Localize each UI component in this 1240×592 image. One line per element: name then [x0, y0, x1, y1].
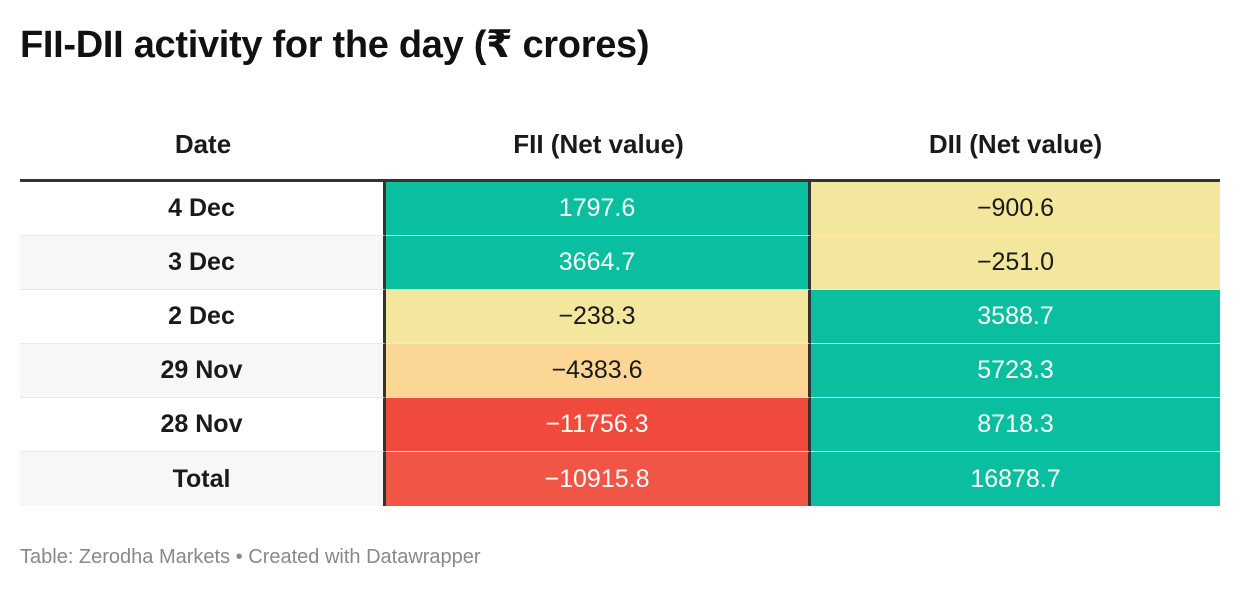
dii-value-cell: 5723.3: [811, 344, 1220, 398]
fii-value-cell: −10915.8: [386, 452, 811, 506]
dii-value-cell: 3588.7: [811, 290, 1220, 344]
table-row: 2 Dec −238.3 3588.7: [20, 290, 1220, 344]
table-row: 4 Dec 1797.6 −900.6: [20, 182, 1220, 236]
date-cell: 3 Dec: [20, 236, 386, 290]
date-cell: Total: [20, 452, 386, 506]
date-cell: 29 Nov: [20, 344, 386, 398]
footer-separator: •: [235, 546, 243, 568]
dii-value-cell: −900.6: [811, 182, 1220, 236]
fii-dii-table: Date FII (Net value) DII (Net value) 4 D…: [20, 110, 1220, 506]
column-header-date: Date: [174, 129, 232, 159]
date-cell: 28 Nov: [20, 398, 386, 452]
date-cell: 4 Dec: [20, 182, 386, 236]
table-row: 28 Nov −11756.3 8718.3: [20, 398, 1220, 452]
fii-value-cell: −11756.3: [386, 398, 811, 452]
fii-value-cell: 3664.7: [386, 236, 811, 290]
table-body: 4 Dec 1797.6 −900.6 3 Dec 3664.7 −251.0 2 Dec −…: [20, 182, 1220, 506]
column-header-fii: FII (Net value): [513, 129, 684, 159]
chart-title: FII-DII activity for the day (₹ crores): [20, 24, 650, 66]
dii-value-cell: 8718.3: [811, 398, 1220, 452]
fii-value-cell: 1797.6: [386, 182, 811, 236]
table-header-row: Date FII (Net value) DII (Net value): [20, 110, 1220, 182]
dii-value-cell: −251.0: [811, 236, 1220, 290]
column-header-dii: DII (Net value): [928, 129, 1103, 159]
fii-value-cell: −238.3: [386, 290, 811, 344]
footer-credit: Table: Zerodha Markets • Created with Da…: [20, 546, 481, 569]
table-row: 29 Nov −4383.6 5723.3: [20, 344, 1220, 398]
dii-value-cell: 16878.7: [811, 452, 1220, 506]
date-cell: 2 Dec: [20, 290, 386, 344]
table-row: 3 Dec 3664.7 −251.0: [20, 236, 1220, 290]
table-row: Total −10915.8 16878.7: [20, 452, 1220, 506]
datawrapper-credit: Created with Datawrapper: [248, 546, 481, 568]
source-label: Table: Zerodha Markets: [20, 546, 231, 568]
fii-value-cell: −4383.6: [386, 344, 811, 398]
